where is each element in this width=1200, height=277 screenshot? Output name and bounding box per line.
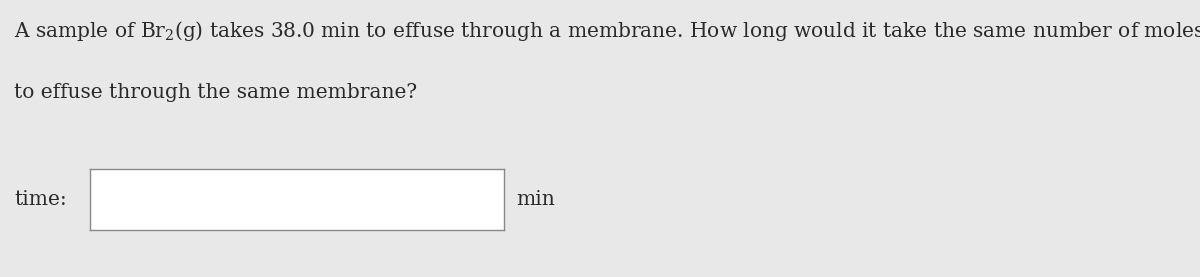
Text: min: min bbox=[516, 190, 554, 209]
Text: time:: time: bbox=[14, 190, 67, 209]
Text: A sample of Br$_2$(g) takes 38.0 min to effuse through a membrane. How long woul: A sample of Br$_2$(g) takes 38.0 min to … bbox=[14, 19, 1200, 43]
Text: to effuse through the same membrane?: to effuse through the same membrane? bbox=[14, 83, 418, 102]
